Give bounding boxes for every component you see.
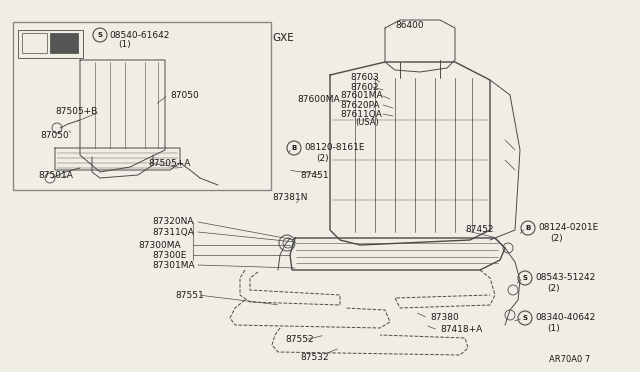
Bar [13,22,271,190]
Text: 87501A: 87501A [38,170,73,180]
Text: B: B [525,225,531,231]
Text: (1): (1) [118,39,131,48]
Text: 87602: 87602 [350,83,379,92]
Text: 87505+B: 87505+B [55,108,97,116]
Text: (USA): (USA) [355,118,379,126]
Text: 87320NA: 87320NA [152,218,193,227]
Text: 87418+A: 87418+A [440,326,483,334]
Text: 87300MA: 87300MA [138,241,180,250]
Text: (1): (1) [547,324,560,333]
Text: 87603: 87603 [350,74,379,83]
Text: 08124-0201E: 08124-0201E [538,224,598,232]
Text: AR70A0 7: AR70A0 7 [548,356,590,365]
Text: 08540-61642: 08540-61642 [109,31,170,39]
Text: 87381N: 87381N [272,193,307,202]
Bar [18,30,83,58]
Text: (2): (2) [316,154,328,163]
Text: 87551: 87551 [175,291,204,299]
Text: 87552: 87552 [285,336,314,344]
Text: 87451: 87451 [300,170,328,180]
Text: 87050: 87050 [40,131,68,140]
Text: 87050: 87050 [170,90,199,99]
Bar [50,33,78,53]
Text: 87380: 87380 [430,314,459,323]
Text: S: S [522,315,527,321]
Bar [22,33,47,53]
Text: 87300E: 87300E [152,250,186,260]
Text: B: B [291,145,296,151]
Text: (2): (2) [547,283,559,292]
Text: 87301MA: 87301MA [152,260,195,269]
Text: 87611QA: 87611QA [340,109,382,119]
Text: 87505+A: 87505+A [148,158,190,167]
Text: 08120-8161E: 08120-8161E [304,144,365,153]
Text: (2): (2) [550,234,563,243]
Text: 87532: 87532 [300,353,328,362]
Text: 87601MA: 87601MA [340,92,383,100]
Text: 86400: 86400 [395,20,424,29]
Text: 08340-40642: 08340-40642 [535,314,595,323]
Text: S: S [97,32,102,38]
Text: 87620PA: 87620PA [340,100,380,109]
Text: 08543-51242: 08543-51242 [535,273,595,282]
Text: 87311QA: 87311QA [152,228,194,237]
Text: S: S [522,275,527,281]
Text: 87452: 87452 [465,225,493,234]
Text: GXE: GXE [272,33,294,43]
Text: 87600MA: 87600MA [297,96,340,105]
